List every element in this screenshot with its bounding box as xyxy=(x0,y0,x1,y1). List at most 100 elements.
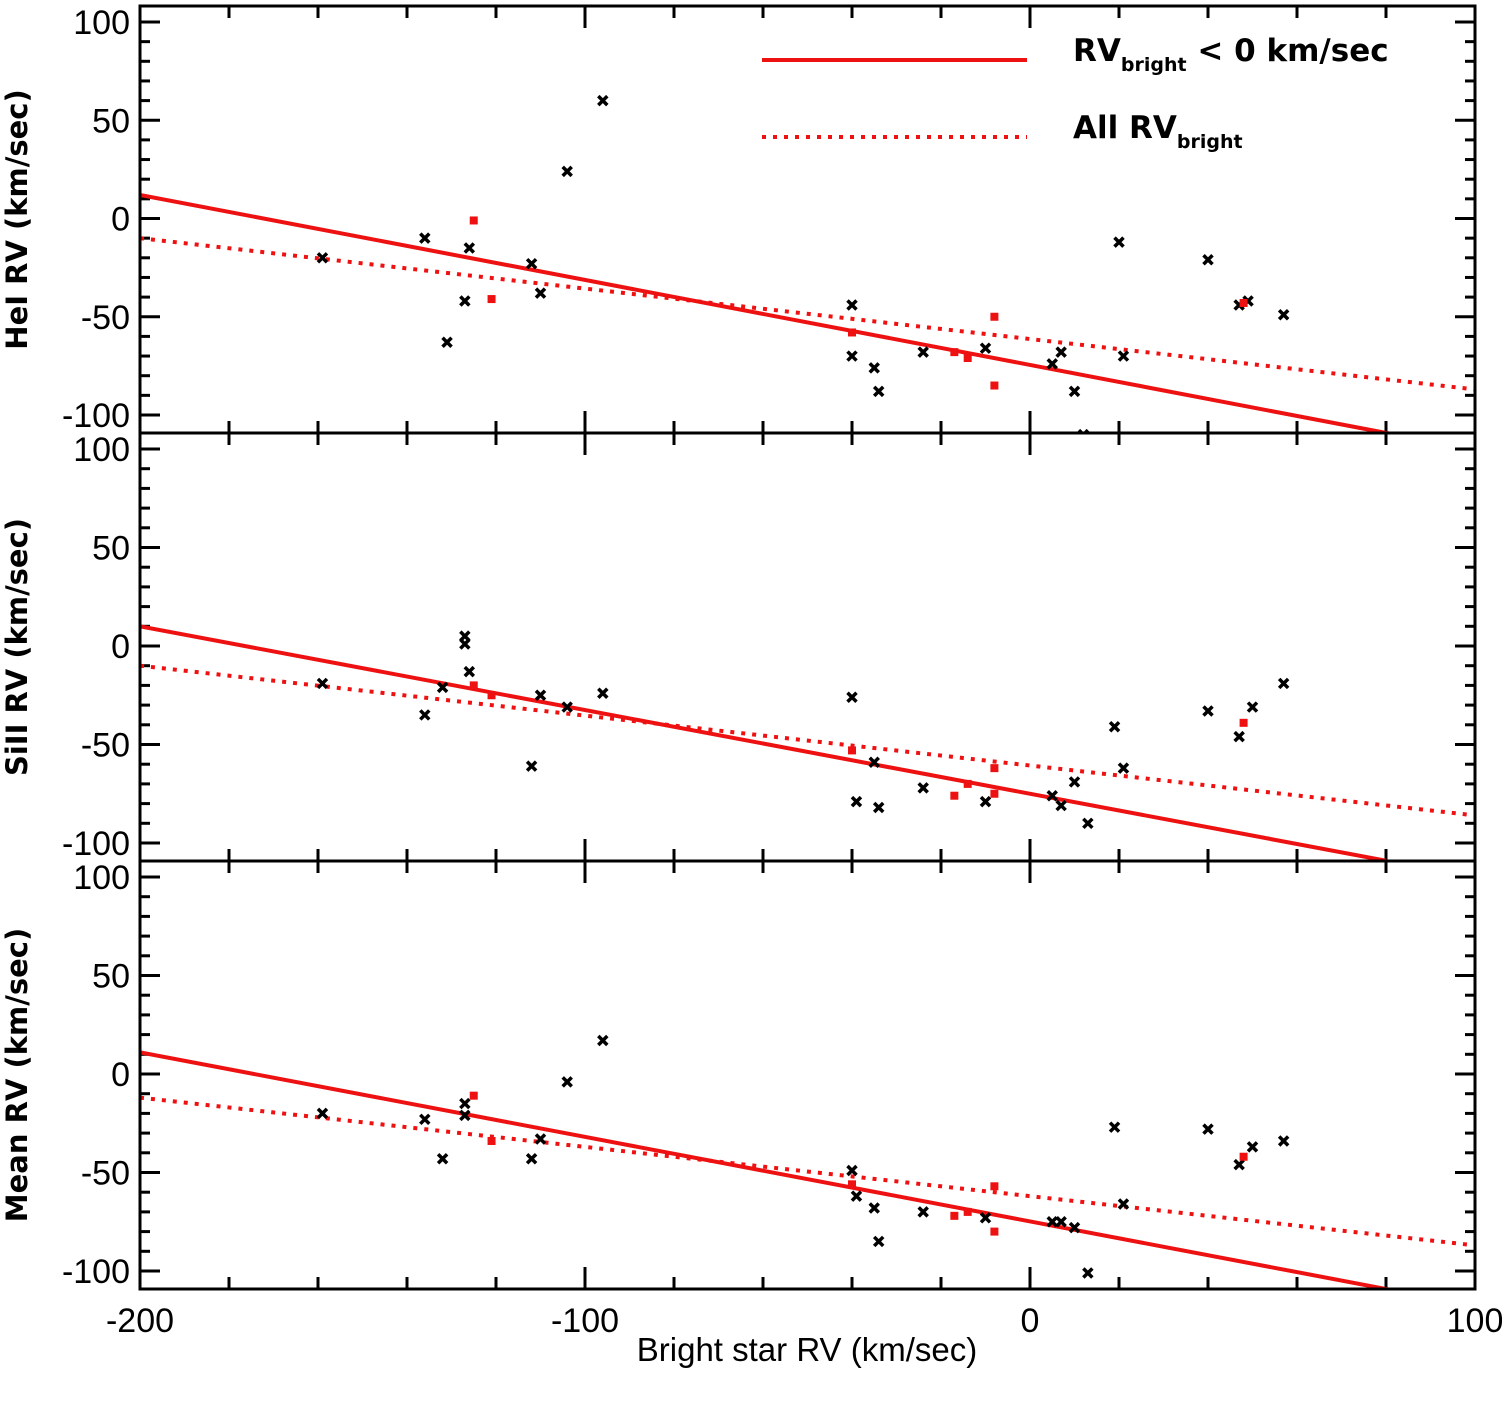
y-tick-label: 100 xyxy=(73,431,130,469)
data-point-cross xyxy=(868,362,880,374)
panel-frame xyxy=(138,431,1477,863)
data-point-cross xyxy=(463,665,476,678)
data-point-square xyxy=(990,1182,999,1191)
panel-frame xyxy=(138,4,1477,435)
y-tick-label: -50 xyxy=(81,1155,130,1193)
data-point-cross xyxy=(1068,776,1081,788)
data-point-cross xyxy=(436,681,449,694)
y-tick-label: -100 xyxy=(62,825,130,863)
data-point-cross xyxy=(1233,730,1245,743)
data-point-square xyxy=(469,216,478,225)
x-tick-label: 0 xyxy=(1021,1302,1040,1340)
fit-line-all xyxy=(140,236,1475,392)
plot-area xyxy=(140,624,1475,861)
y-tick-label: -50 xyxy=(81,727,130,765)
data-point-square xyxy=(990,312,999,321)
data-point-square xyxy=(848,328,856,337)
data-point-square xyxy=(990,381,999,390)
data-point-cross xyxy=(534,689,547,701)
y-tick-label: 50 xyxy=(92,958,130,996)
data-point-cross xyxy=(1046,358,1058,370)
y-axis-title: Mean RV (km/sec) xyxy=(0,928,34,1222)
data-point-cross xyxy=(597,687,609,700)
data-point-square xyxy=(950,791,959,800)
data-point-cross xyxy=(1277,309,1290,321)
data-point-cross xyxy=(868,756,880,768)
data-point-cross xyxy=(459,1097,471,1110)
data-point-cross xyxy=(534,1133,547,1145)
data-point-cross xyxy=(1055,1216,1067,1228)
data-point-square xyxy=(1239,1152,1248,1161)
data-point-cross xyxy=(1068,385,1081,398)
data-point-square xyxy=(950,1211,959,1220)
data-point-cross xyxy=(846,691,858,703)
legend: RVbright < 0 km/sec All RVbright xyxy=(762,33,1389,153)
data-point-square xyxy=(990,789,999,798)
data-point-cross xyxy=(1113,236,1125,248)
data-point-cross xyxy=(534,287,547,299)
data-point-cross xyxy=(316,1107,329,1120)
legend-label: RVbright < 0 km/sec xyxy=(1073,33,1389,76)
data-point-cross xyxy=(1055,346,1067,358)
data-point-cross xyxy=(1117,350,1130,362)
data-point-square xyxy=(990,1227,999,1236)
data-point-square xyxy=(469,1091,478,1100)
y-axis-title: SiII RV (km/sec) xyxy=(0,518,34,776)
data-point-cross xyxy=(419,709,431,721)
data-point-cross xyxy=(872,1235,885,1248)
data-point-cross xyxy=(846,350,858,362)
data-point-square xyxy=(963,779,972,788)
data-point-cross xyxy=(561,701,573,713)
y-tick-label: 50 xyxy=(92,102,130,140)
data-point-cross xyxy=(525,760,538,772)
data-point-square xyxy=(1239,298,1248,307)
plot-area xyxy=(140,94,1475,433)
plot-area xyxy=(140,1034,1475,1289)
y-tick-label: 0 xyxy=(111,201,130,239)
data-point-square xyxy=(1239,718,1248,727)
data-point-cross xyxy=(872,801,885,814)
x-tick-label: -100 xyxy=(551,1302,619,1340)
data-point-cross xyxy=(316,677,329,690)
data-point-cross xyxy=(1117,1198,1130,1210)
data-point-cross xyxy=(872,385,885,398)
data-point-cross xyxy=(1233,1158,1245,1171)
x-tick-label: -200 xyxy=(106,1302,174,1340)
data-point-cross xyxy=(1277,1135,1290,1147)
data-point-cross xyxy=(1046,1216,1058,1228)
panel-3: 100 50 0 -50 -100 Mean RV (km/sec) xyxy=(0,859,1477,1291)
fit-line-all xyxy=(140,1095,1475,1248)
panel-frame xyxy=(138,859,1477,1291)
data-point-cross xyxy=(846,1164,858,1177)
y-tick-label: -100 xyxy=(62,1253,130,1291)
panel-1: 100 50 0 -50 -100 HeI RV (km/sec) xyxy=(0,4,1477,435)
data-point-cross xyxy=(597,1034,609,1047)
y-tick-label: 0 xyxy=(111,1056,130,1094)
fit-line-negative xyxy=(140,624,1387,861)
data-point-square xyxy=(487,1136,496,1145)
data-point-cross xyxy=(1246,1141,1259,1153)
fit-line-negative xyxy=(140,192,1396,433)
data-point-cross xyxy=(846,299,858,311)
y-axis-title: HeI RV (km/sec) xyxy=(0,89,34,349)
data-point-cross xyxy=(917,346,929,358)
data-point-square xyxy=(848,1180,856,1189)
data-point-cross xyxy=(1082,1267,1094,1279)
y-tick-label: -100 xyxy=(62,397,130,435)
data-point-cross xyxy=(459,295,471,307)
panel-2: 100 50 0 -50 -100 SiII RV (km/sec) xyxy=(0,431,1477,863)
data-point-cross xyxy=(525,1152,538,1165)
data-point-cross xyxy=(917,1206,929,1218)
data-point-cross xyxy=(1082,817,1094,830)
data-point-cross xyxy=(917,782,929,794)
data-point-cross xyxy=(441,336,453,349)
fit-line-negative xyxy=(140,1050,1396,1289)
data-point-cross xyxy=(316,252,329,264)
x-tick-label: 100 xyxy=(1447,1302,1502,1340)
data-point-cross xyxy=(436,1152,449,1165)
data-point-cross xyxy=(597,94,609,107)
data-point-cross xyxy=(1046,789,1058,802)
data-point-cross xyxy=(459,638,471,650)
data-point-cross xyxy=(1117,762,1130,774)
